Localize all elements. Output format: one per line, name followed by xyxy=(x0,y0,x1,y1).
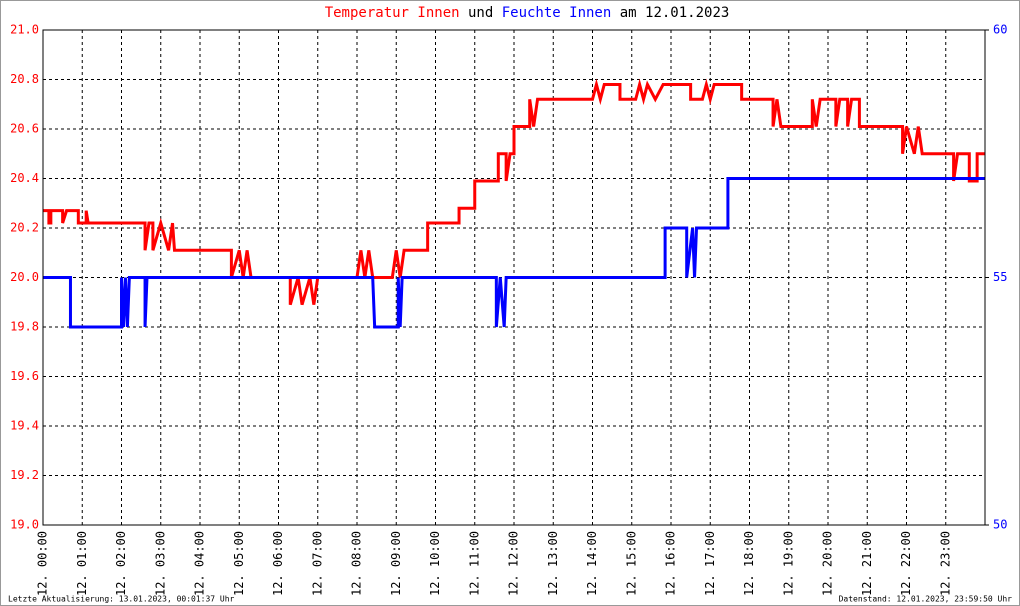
x-tick-label: 12. 14:00 xyxy=(585,531,599,596)
x-tick-label: 12. 00:00 xyxy=(36,531,50,596)
title-part: Temperatur Innen xyxy=(325,5,460,21)
series-line xyxy=(43,78,985,306)
footer-left: Letzte Aktualisierung: 13.01.2023, 00:01… xyxy=(8,595,235,604)
x-tick-label: 12. 21:00 xyxy=(860,531,874,596)
y-tick-label: 19.4 xyxy=(10,419,39,433)
x-tick-label: 12. 04:00 xyxy=(193,531,207,596)
x-tick-label: 12. 15:00 xyxy=(624,531,638,596)
x-tick-label: 12. 22:00 xyxy=(899,531,913,596)
y-tick-label: 19.2 xyxy=(10,468,39,482)
y2-tick-label: 55 xyxy=(993,270,1007,284)
x-tick-label: 12. 07:00 xyxy=(310,531,324,596)
y-tick-label: 19.8 xyxy=(10,320,39,334)
y-tick-label: 21.0 xyxy=(10,23,39,37)
title-part: Feuchte Innen xyxy=(502,5,612,21)
x-tick-label: 12. 10:00 xyxy=(428,531,442,596)
x-tick-label: 12. 17:00 xyxy=(703,531,717,596)
x-tick-label: 12. 18:00 xyxy=(742,531,756,596)
x-tick-label: 12. 13:00 xyxy=(546,531,560,596)
y-tick-label: 20.8 xyxy=(10,72,39,86)
lines xyxy=(43,78,985,329)
x-tick-label: 12. 19:00 xyxy=(781,531,795,596)
chart-title: Temperatur Innen und Feuchte Innen am 12… xyxy=(325,5,730,21)
y2-tick-label: 50 xyxy=(993,518,1007,532)
x-tick-label: 12. 12:00 xyxy=(507,531,521,596)
y-tick-label: 20.0 xyxy=(10,270,39,284)
x-tick-label: 12. 06:00 xyxy=(271,531,285,596)
y-tick-label: 19.6 xyxy=(10,369,39,383)
x-tick-label: 12. 09:00 xyxy=(389,531,403,596)
x-tick-label: 12. 05:00 xyxy=(232,531,246,596)
x-tick-label: 12. 03:00 xyxy=(153,531,167,596)
x-tick-label: 12. 16:00 xyxy=(664,531,678,596)
title-part: am 12.01.2023 xyxy=(620,5,730,21)
x-tick-label: 12. 08:00 xyxy=(350,531,364,596)
x-tick-label: 12. 23:00 xyxy=(938,531,952,596)
x-tick-label: 12. 02:00 xyxy=(114,531,128,596)
series-line xyxy=(43,177,985,329)
y2-tick-label: 60 xyxy=(993,23,1007,37)
y-tick-label: 20.6 xyxy=(10,122,39,136)
x-tick-label: 12. 01:00 xyxy=(75,531,89,596)
x-tick-label: 12. 20:00 xyxy=(821,531,835,596)
footer-right: Datenstand: 12.01.2023, 23:59:50 Uhr xyxy=(839,595,1013,604)
y-tick-label: 20.4 xyxy=(10,171,39,185)
y-tick-label: 19.0 xyxy=(10,518,39,532)
y-tick-label: 20.2 xyxy=(10,221,39,235)
x-tick-label: 12. 11:00 xyxy=(467,531,481,596)
title-part: und xyxy=(468,5,493,21)
